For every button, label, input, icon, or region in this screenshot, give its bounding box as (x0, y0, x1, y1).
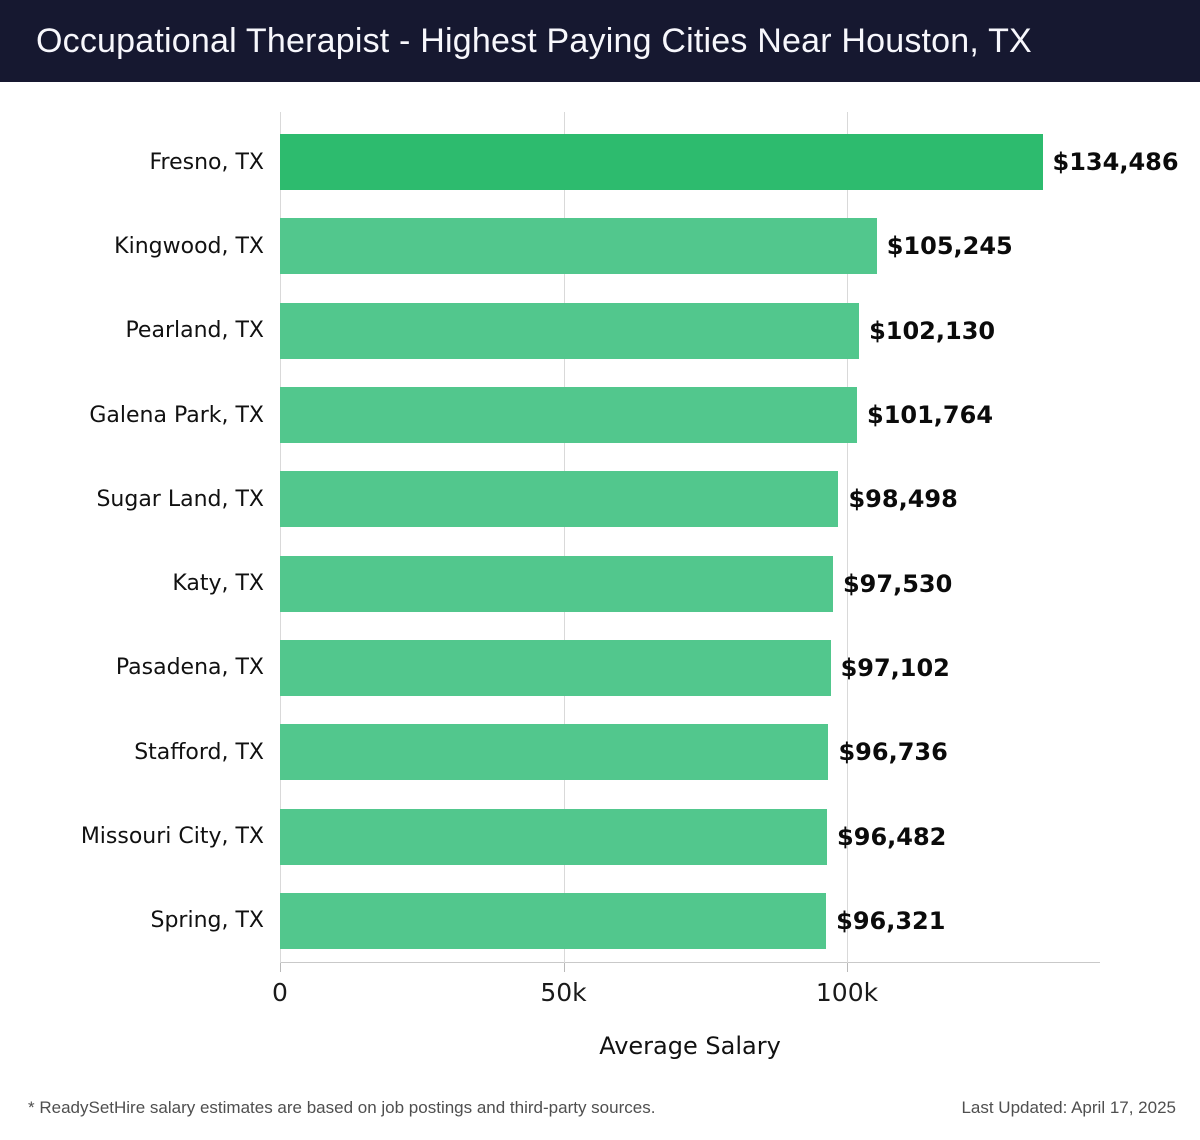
bar-value-label: $101,764 (867, 401, 994, 430)
bar-value-label: $98,498 (848, 485, 958, 514)
bar-value-label: $105,245 (886, 232, 1013, 261)
footer: * ReadySetHire salary estimates are base… (0, 1098, 1200, 1118)
bar-value-label: $96,482 (837, 822, 947, 851)
bar (280, 555, 833, 612)
bar-row: Galena Park, TX $101,764 (0, 373, 1100, 457)
bar (280, 471, 839, 528)
bar-row: Missouri City, TX $96,482 (0, 794, 1100, 878)
x-tick-mark (847, 963, 848, 972)
x-tick-mark (563, 963, 565, 972)
x-tick-mark (280, 963, 281, 972)
bar (280, 218, 877, 275)
bar (280, 302, 860, 359)
y-axis-label: Sugar Land, TX (96, 486, 264, 512)
x-tick-label: 100k (815, 978, 879, 1007)
y-axis-label: Kingwood, TX (114, 233, 264, 259)
title-bar: Occupational Therapist - Highest Paying … (0, 0, 1200, 82)
y-axis-label: Missouri City, TX (80, 824, 264, 850)
page-title: Occupational Therapist - Highest Paying … (36, 21, 1032, 60)
y-axis-label: Galena Park, TX (89, 402, 264, 428)
y-axis-label: Fresno, TX (149, 149, 264, 175)
disclaimer-text: * ReadySetHire salary estimates are base… (28, 1098, 656, 1117)
bar-track: $101,764 (280, 387, 1100, 444)
gridline (280, 112, 281, 963)
bar-row: Spring, TX $96,321 (0, 879, 1100, 963)
bar-value-label: $102,130 (869, 316, 996, 345)
bar-value-label: $96,736 (838, 738, 948, 767)
bar-value-label: $134,486 (1052, 148, 1179, 177)
bar-value-label: $96,321 (836, 906, 946, 935)
bar (280, 808, 828, 865)
bar-track: $97,102 (280, 639, 1100, 696)
last-updated-text: Last Updated: April 17, 2025 (961, 1098, 1176, 1117)
bar (280, 639, 831, 696)
plot-area: 0 50k 100k (272, 112, 1100, 1007)
gridline (563, 112, 565, 963)
bar (280, 387, 857, 444)
x-axis-line (280, 962, 1100, 963)
x-tick-label: 0 (272, 978, 288, 1007)
bar-track: $105,245 (280, 218, 1100, 275)
bar-track: $98,498 (280, 471, 1100, 528)
bar-track: $134,486 (280, 134, 1179, 191)
bar-row: Pasadena, TX $97,102 (0, 626, 1100, 710)
bar-track: $102,130 (280, 302, 1100, 359)
bar-row: Kingwood, TX $105,245 (0, 204, 1100, 288)
chart-rows: Fresno, TX $134,486 Kingwood, TX $105,24… (0, 120, 1179, 963)
x-tick-label: 50k (540, 978, 587, 1007)
y-axis-label: Pasadena, TX (115, 655, 264, 681)
bar (280, 134, 1043, 191)
bar-row: Pearland, TX $102,130 (0, 289, 1100, 373)
y-axis-label: Spring, TX (150, 908, 265, 934)
y-axis-label: Pearland, TX (125, 318, 264, 344)
bar-value-label: $97,530 (842, 569, 953, 598)
bar-track: $97,530 (280, 555, 1100, 612)
bar-track: $96,321 (280, 892, 1100, 949)
bar-track: $96,736 (280, 724, 1100, 781)
bar-row: Katy, TX $97,530 (0, 541, 1100, 625)
bar-track: $96,482 (280, 808, 1100, 865)
bar (280, 892, 827, 949)
bar-value-label: $97,102 (840, 653, 950, 682)
bar-row: Sugar Land, TX $98,498 (0, 457, 1100, 541)
bar-row: Stafford, TX $96,736 (0, 710, 1100, 794)
x-axis-title: Average Salary (599, 1032, 781, 1060)
bar (280, 724, 829, 781)
bar-row: Fresno, TX $134,486 (0, 120, 1179, 204)
y-axis-label: Katy, TX (172, 571, 264, 597)
y-axis-label: Stafford, TX (134, 739, 264, 765)
gridline (847, 112, 848, 963)
